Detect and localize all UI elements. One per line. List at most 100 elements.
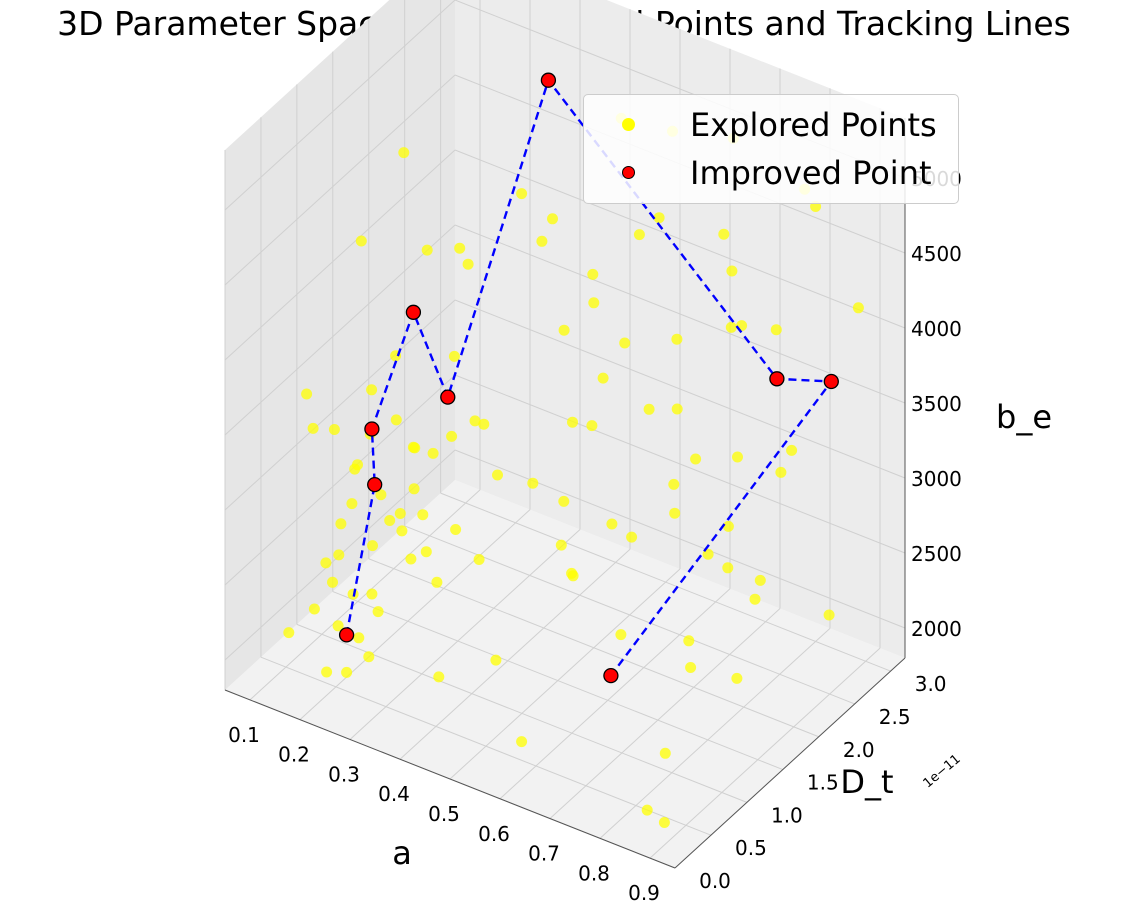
x-axis-label: a <box>392 834 412 872</box>
explored-point <box>690 453 702 465</box>
explored-point <box>355 235 367 247</box>
improved-point <box>405 304 422 320</box>
explored-point <box>626 531 638 543</box>
grid-z-back <box>454 374 906 554</box>
x-tick-label: 0.5 <box>428 802 460 826</box>
explored-point <box>536 235 548 247</box>
explored-point <box>375 489 387 501</box>
z-tick-label: 3000 <box>911 467 962 491</box>
explored-point <box>363 651 375 663</box>
explored-point <box>420 546 432 558</box>
explored-point <box>588 297 600 309</box>
explored-point <box>384 515 396 526</box>
grid-z-side <box>224 374 456 586</box>
explored-point <box>852 302 864 314</box>
explored-point <box>671 403 683 415</box>
explored-point <box>558 495 570 507</box>
x-axis-line <box>224 689 676 869</box>
y-offset-label: 1e−11 <box>921 752 964 792</box>
explored-point <box>405 553 417 565</box>
grid-z-side <box>224 149 456 361</box>
explored-point <box>478 418 490 430</box>
improved-point <box>367 476 383 493</box>
z-tick-label: 4000 <box>911 317 962 341</box>
improved-swatch <box>622 166 635 179</box>
explored-point <box>492 469 503 481</box>
explored-point <box>332 620 344 632</box>
grid-y-floor <box>440 492 891 672</box>
explored-point <box>671 333 683 345</box>
explored-point <box>431 576 443 588</box>
explored-point <box>567 570 579 582</box>
explored-point <box>390 414 402 426</box>
tick-labels: 0.10.20.30.40.50.60.70.80.90.00.51.01.52… <box>228 167 964 905</box>
explored-point <box>615 629 627 641</box>
z-tick-label: 2500 <box>911 542 962 566</box>
explored-point <box>454 242 466 254</box>
improved-point <box>769 371 785 387</box>
explored-point <box>341 666 353 678</box>
x-tick-label: 0.9 <box>628 881 660 905</box>
x-tick-label: 0.4 <box>378 782 410 806</box>
explored-point <box>469 415 481 427</box>
explored-point <box>450 524 462 535</box>
y-tick-label: 1.5 <box>807 771 839 795</box>
y-axis-line <box>674 657 906 869</box>
explored-point <box>333 549 345 561</box>
explored-point <box>308 603 320 615</box>
grid-z-back <box>454 299 906 479</box>
explored-point <box>394 508 406 519</box>
grid-x-floor <box>549 608 781 819</box>
grid-lines <box>224 0 906 869</box>
explored-point <box>749 593 761 605</box>
explored-point <box>301 388 313 400</box>
explored-point <box>417 509 429 521</box>
z-axis-label: b_e <box>996 398 1052 436</box>
explored-point <box>473 554 485 565</box>
explored-point <box>754 574 766 586</box>
x-tick-label: 0.8 <box>578 861 610 885</box>
y-tick-label: 2.5 <box>879 705 911 729</box>
improved-points <box>338 72 839 684</box>
explored-point <box>641 804 653 816</box>
explored-point <box>669 507 681 519</box>
explored-point <box>770 324 782 336</box>
grid-x-floor <box>299 509 531 721</box>
improved-point <box>364 421 380 437</box>
z-tick-label: 2000 <box>911 617 962 641</box>
explored-point <box>658 817 670 828</box>
legend-label-explored: Explored Points <box>690 106 937 144</box>
explored-point <box>722 520 734 532</box>
grid-z-side <box>224 299 456 511</box>
grid-z-side <box>224 74 456 286</box>
explored-point <box>448 350 460 362</box>
improved-point <box>540 72 557 88</box>
explored-point <box>731 672 743 684</box>
explored-point <box>321 666 333 678</box>
x-tick-label: 0.7 <box>528 842 560 866</box>
explored-point <box>398 147 410 159</box>
explored-point <box>409 442 421 454</box>
explored-point <box>462 258 474 270</box>
explored-point <box>659 747 671 759</box>
explored-point <box>307 422 319 434</box>
explored-point <box>732 451 743 463</box>
grid-z-side <box>224 0 456 211</box>
explored-point <box>427 447 439 459</box>
explored-point <box>516 188 528 200</box>
grid-x-floor <box>449 568 681 780</box>
explored-point <box>786 444 798 456</box>
grid-x-floor <box>249 489 481 701</box>
explored-point <box>619 337 631 349</box>
explored-point <box>606 518 618 530</box>
legend-item-improved: Improved Point <box>584 153 958 193</box>
grid-y-floor <box>332 591 783 771</box>
grid-x-floor <box>599 627 831 839</box>
explored-point <box>683 635 695 647</box>
improved-point <box>338 627 355 643</box>
explored-point <box>653 212 665 224</box>
explored-point <box>725 321 737 333</box>
explored-point <box>823 609 835 621</box>
grid-y-floor <box>368 558 819 738</box>
explored-point <box>633 229 645 241</box>
